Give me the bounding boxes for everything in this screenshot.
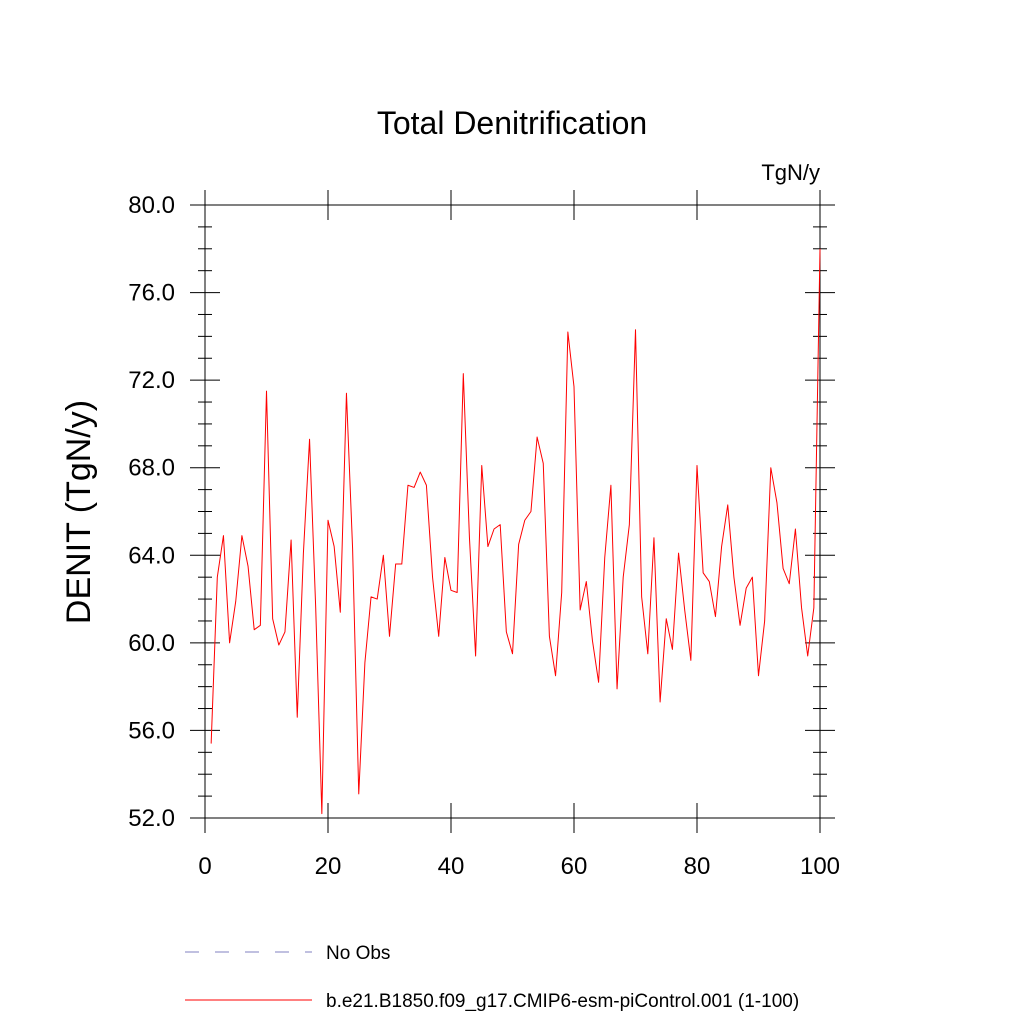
plot-axes: 52.0 56.0 60.0 64.0 68.0 72.0 76.0 80.0 0 20 40 60 8…: [128, 190, 840, 880]
units-label: TgN/y: [761, 160, 820, 185]
y-tick-label: 64.0: [128, 542, 175, 569]
y-tick-label: 52.0: [128, 805, 175, 832]
x-tick-label: 20: [315, 853, 342, 880]
x-tick-label: 40: [438, 853, 465, 880]
x-tick-label: 60: [561, 853, 588, 880]
y-axis-label: DENIT (TgN/y): [60, 400, 98, 624]
chart-title: Total Denitrification: [377, 105, 647, 141]
x-tick-label: 80: [684, 853, 711, 880]
x-tick-label: 0: [198, 853, 211, 880]
y-tick-label: 60.0: [128, 630, 175, 657]
y-tick-label: 56.0: [128, 717, 175, 744]
y-tick-label: 76.0: [128, 280, 175, 307]
x-tick-label: 100: [800, 853, 840, 880]
series-line-0: [210, 248, 821, 815]
y-tick-label: 80.0: [128, 192, 175, 219]
legend-label: b.e21.B1850.f09_g17.CMIP6-esm-piControl.…: [326, 991, 799, 1012]
y-tick-label: 68.0: [128, 455, 175, 482]
legend: No Obs b.e21.B1850.f09_g17.CMIP6-esm-piCo…: [185, 943, 799, 1012]
series-layer: [210, 248, 821, 815]
plot-frame: [204, 204, 821, 819]
legend-label: No Obs: [326, 943, 390, 964]
y-tick-label: 72.0: [128, 367, 175, 394]
